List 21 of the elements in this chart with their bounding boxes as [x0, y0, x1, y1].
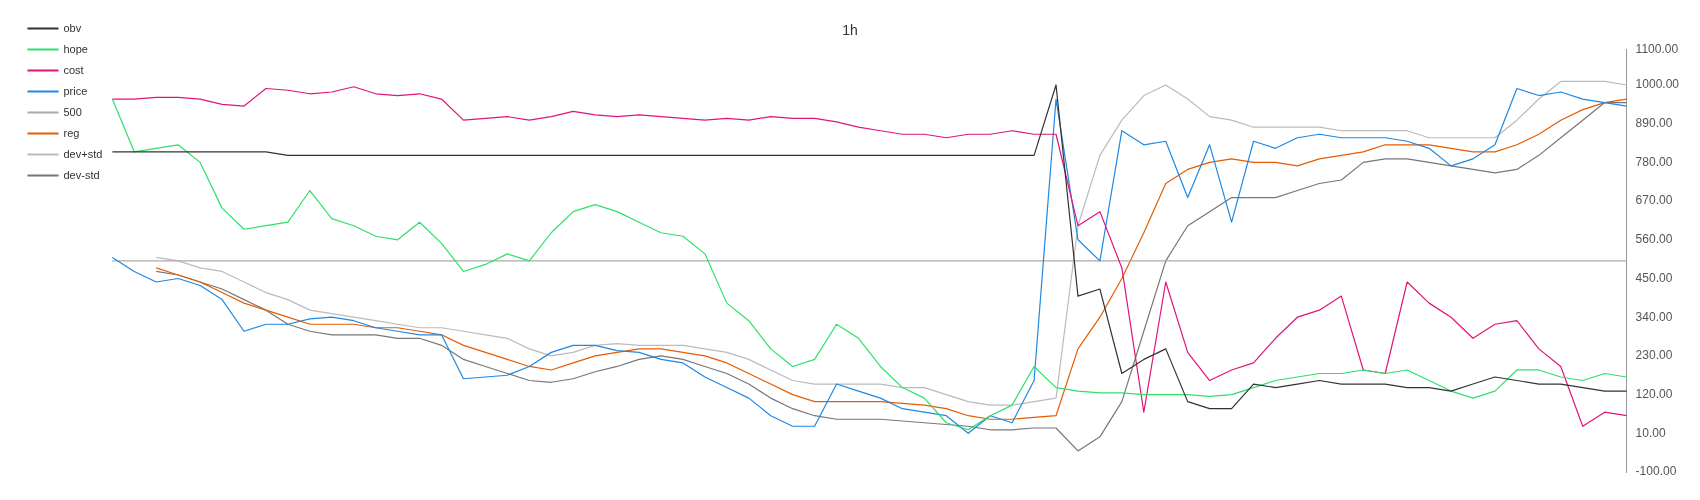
- y-tick-label: -100.00: [1635, 464, 1677, 479]
- y-tick-label: 340.00: [1635, 309, 1673, 324]
- y-tick-label: 890.00: [1635, 116, 1673, 130]
- legend-label: hope: [63, 42, 88, 55]
- y-tick-label: 450.00: [1635, 270, 1673, 285]
- y-tick-label: 670.00: [1635, 193, 1673, 208]
- legend-label: dev-std: [63, 168, 100, 181]
- legend-label: reg: [63, 126, 80, 139]
- y-tick-label: 1100.00: [1635, 42, 1679, 57]
- legend-label: obv: [63, 21, 82, 34]
- y-tick-label: 780.00: [1635, 154, 1673, 169]
- y-tick-label: 10.00: [1635, 425, 1666, 440]
- y-tick-label: 560.00: [1635, 232, 1673, 247]
- y-tick-label: 120.00: [1635, 386, 1673, 401]
- legend-label: price: [63, 84, 88, 97]
- y-tick-label: 1000.00: [1635, 77, 1680, 92]
- chart-title: 1h: [842, 22, 858, 39]
- y-tick-label: 230.00: [1635, 348, 1673, 363]
- legend-label: dev+std: [63, 147, 103, 160]
- legend-label: cost: [63, 63, 84, 76]
- legend-label: 500: [63, 105, 82, 118]
